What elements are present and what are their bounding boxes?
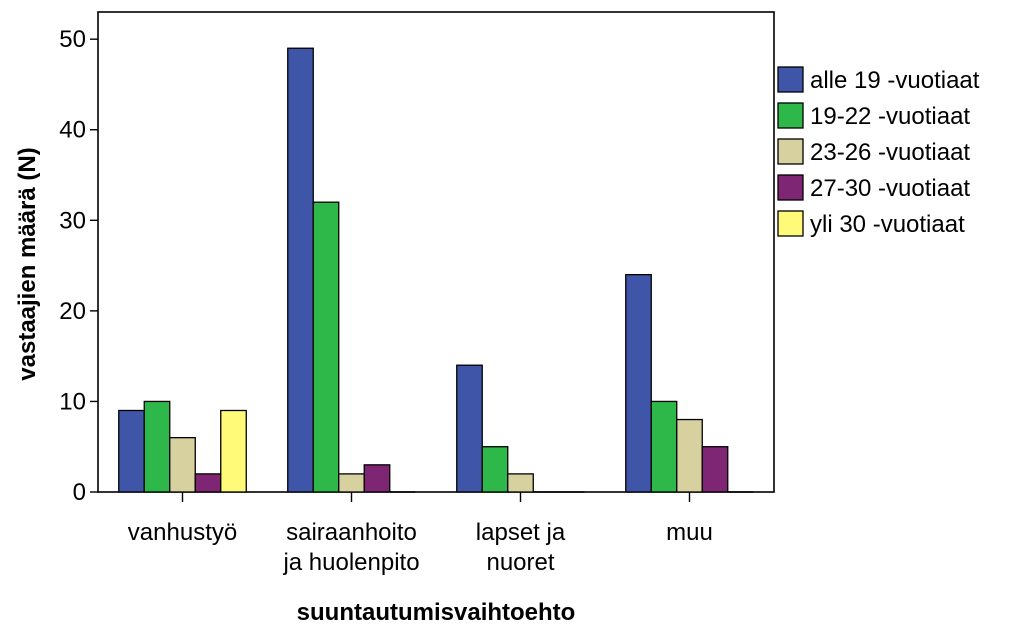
legend-swatch xyxy=(777,174,804,201)
bar xyxy=(220,409,247,493)
legend-swatch xyxy=(777,66,804,93)
y-tick-label: 40 xyxy=(59,117,86,144)
x-tick-label: muu xyxy=(666,519,713,546)
bar xyxy=(650,400,678,493)
plot-frame xyxy=(97,11,775,493)
legend-swatch xyxy=(777,138,804,165)
legend-item: yli 30 -vuotiaat xyxy=(777,210,965,238)
legend-label: 27-30 -vuotiaat xyxy=(810,175,970,202)
bar xyxy=(456,364,483,493)
y-tick-label: 10 xyxy=(59,388,86,415)
bar xyxy=(338,473,365,493)
legend-label: 19-22 -vuotiaat xyxy=(810,103,970,130)
bar xyxy=(169,437,196,493)
y-tick-label: 0 xyxy=(73,479,86,506)
legend-swatch xyxy=(777,210,804,237)
legend-item: alle 19 -vuotiaat xyxy=(777,66,980,94)
y-tick-label: 30 xyxy=(59,207,86,234)
bar xyxy=(676,418,703,493)
legend-item: 27-30 -vuotiaat xyxy=(777,174,970,202)
legend-label: 23-26 -vuotiaat xyxy=(810,139,970,166)
y-tick-label: 20 xyxy=(59,298,86,325)
bar xyxy=(118,409,145,493)
legend-label: yli 30 -vuotiaat xyxy=(810,211,965,238)
y-tick-label: 50 xyxy=(59,26,86,53)
bar xyxy=(194,473,222,493)
x-tick-label: lapset ja nuoret xyxy=(476,519,566,576)
bar xyxy=(481,446,509,493)
legend-item: 23-26 -vuotiaat xyxy=(777,138,970,166)
x-tick-label: sairaanhoito ja huolenpito xyxy=(282,519,419,576)
bar xyxy=(143,400,171,493)
bar xyxy=(507,473,534,493)
legend-item: 19-22 -vuotiaat xyxy=(777,102,970,130)
y-axis-title: vastaajien määrä (N) xyxy=(14,147,41,380)
bar xyxy=(625,273,652,493)
x-axis-title: suuntautumisvaihtoehto xyxy=(297,599,576,624)
x-tick-label: vanhustyö xyxy=(128,519,237,546)
legend-swatch xyxy=(777,102,804,129)
bar xyxy=(701,446,729,493)
legend-label: alle 19 -vuotiaat xyxy=(810,67,980,94)
bar xyxy=(363,464,391,493)
bar xyxy=(287,47,314,493)
bar xyxy=(312,201,340,493)
